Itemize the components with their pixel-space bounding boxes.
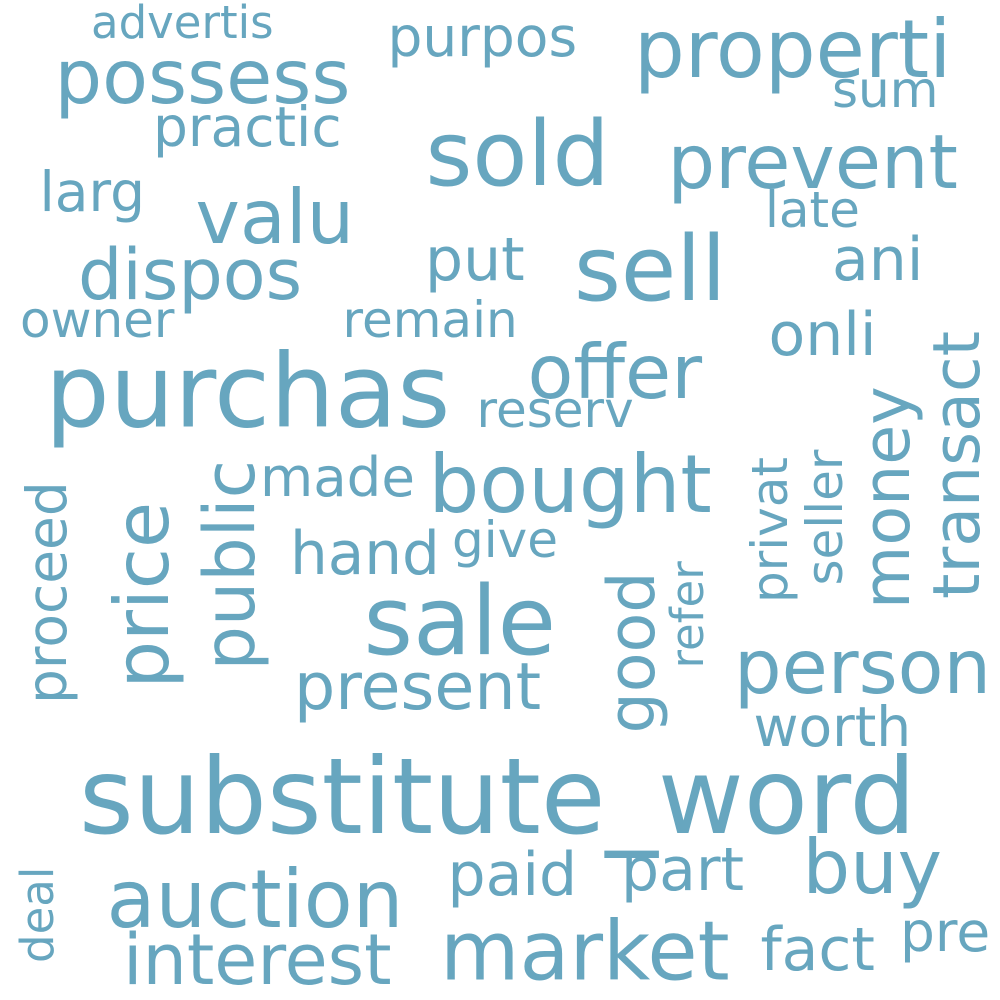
word-reserv: reserv [476,381,634,439]
word-worth: worth [753,695,912,759]
word-put: put [425,225,525,295]
word-interest: interest [123,919,392,1000]
word-valu: valu [195,173,355,261]
word-offer: offer [527,328,703,416]
word-hand: hand [290,520,440,589]
word-remain: remain [342,291,518,349]
word-refer: refer [661,561,714,669]
word-present: present [294,650,542,725]
word-privat: privat [741,456,799,603]
word-paid: paid [447,840,578,910]
word-owner: owner [20,291,175,349]
word-fact: fact [760,915,875,985]
word-sale: sale [363,567,557,677]
word-advertis: advertis [91,0,274,49]
word-good: good [595,571,670,734]
word-buy: buy [802,823,943,911]
word-made: made [260,445,415,509]
word-price: price [98,501,186,689]
word-ani: ani [832,225,924,295]
word-sum: sum [832,61,939,119]
word-bought: bought [428,438,712,531]
word-substitute-word: substitute_word [79,736,917,858]
word-sell: sell [574,217,727,322]
word-onli: onli [768,300,877,370]
word-dispos: dispos [78,234,303,316]
word-pre: pre [900,900,991,964]
word-part: part [621,835,745,905]
word-give: give [452,511,558,569]
word-seller: seller [796,449,854,586]
word-properti: properti [634,3,952,96]
word-public: public [189,459,271,671]
word-purpos: purpos [387,5,578,69]
word-practic: practic [153,95,342,159]
word-late: late [765,181,860,239]
word-proceed: proceed [15,481,79,704]
word-prevent: prevent [667,118,958,206]
word-auction: auction [106,853,404,946]
word-deal: deal [11,866,64,963]
word-transact: transact [920,330,995,599]
word-person: person [734,623,992,711]
word-money: money [850,386,925,609]
word-sold: sold [425,102,610,207]
word-market: market [440,904,730,1000]
word-purchas: purchas [45,332,451,452]
word-possess: possess [54,33,351,121]
word-larg: larg [39,160,146,224]
